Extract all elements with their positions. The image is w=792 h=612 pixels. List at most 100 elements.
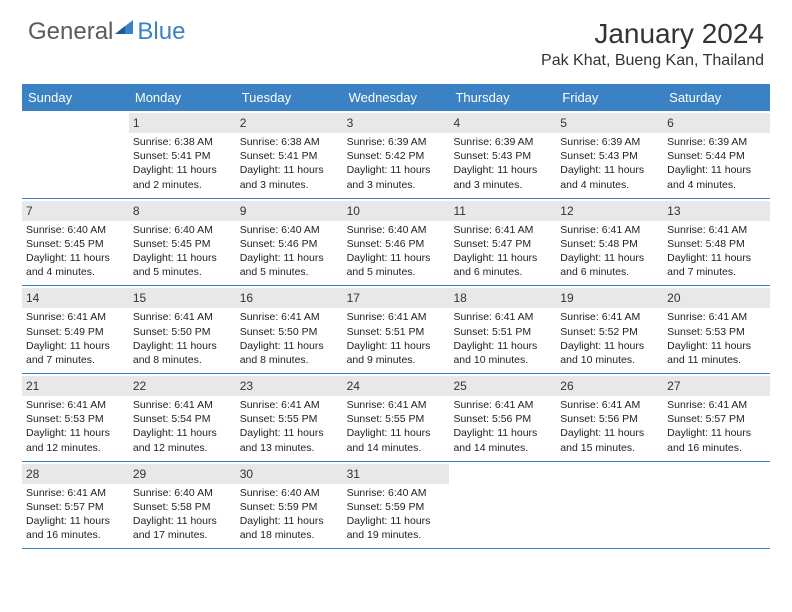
sunrise-text: Sunrise: 6:39 AM: [453, 135, 552, 149]
daylight-text: Daylight: 11 hours and 14 minutes.: [347, 426, 446, 454]
sunset-text: Sunset: 5:43 PM: [453, 149, 552, 163]
day-details: Sunrise: 6:41 AMSunset: 5:51 PMDaylight:…: [347, 310, 446, 367]
daylight-text: Daylight: 11 hours and 2 minutes.: [133, 163, 232, 191]
daylight-text: Daylight: 11 hours and 12 minutes.: [133, 426, 232, 454]
sunset-text: Sunset: 5:56 PM: [453, 412, 552, 426]
day-number: 20: [667, 291, 680, 305]
day-number: 18: [453, 291, 466, 305]
sunset-text: Sunset: 5:55 PM: [240, 412, 339, 426]
day-cell: 27Sunrise: 6:41 AMSunset: 5:57 PMDayligh…: [663, 374, 770, 461]
daylight-text: Daylight: 11 hours and 3 minutes.: [347, 163, 446, 191]
day-header-wed: Wednesday: [343, 84, 450, 111]
daylight-text: Daylight: 11 hours and 13 minutes.: [240, 426, 339, 454]
day-number: 16: [240, 291, 253, 305]
sunset-text: Sunset: 5:56 PM: [560, 412, 659, 426]
day-header-sun: Sunday: [22, 84, 129, 111]
daylight-text: Daylight: 11 hours and 10 minutes.: [453, 339, 552, 367]
sunrise-text: Sunrise: 6:41 AM: [133, 310, 232, 324]
day-cell: 30Sunrise: 6:40 AMSunset: 5:59 PMDayligh…: [236, 462, 343, 549]
day-cell: 8 Sunrise: 6:40 AMSunset: 5:45 PMDaylight…: [129, 199, 236, 286]
day-details: Sunrise: 6:40 AMSunset: 5:59 PMDaylight:…: [240, 486, 339, 543]
daylight-text: Daylight: 11 hours and 5 minutes.: [240, 251, 339, 279]
day-details: Sunrise: 6:41 AMSunset: 5:54 PMDaylight:…: [133, 398, 232, 455]
sunset-text: Sunset: 5:57 PM: [667, 412, 766, 426]
week-row: 14Sunrise: 6:41 AMSunset: 5:49 PMDayligh…: [22, 286, 770, 374]
calendar: Sunday Monday Tuesday Wednesday Thursday…: [22, 84, 770, 549]
day-details: Sunrise: 6:41 AMSunset: 5:47 PMDaylight:…: [453, 223, 552, 280]
sunrise-text: Sunrise: 6:41 AM: [26, 310, 125, 324]
day-number: 26: [560, 379, 573, 393]
sunrise-text: Sunrise: 6:40 AM: [133, 223, 232, 237]
sunrise-text: Sunrise: 6:41 AM: [453, 398, 552, 412]
daylight-text: Daylight: 11 hours and 9 minutes.: [347, 339, 446, 367]
daylight-text: Daylight: 11 hours and 3 minutes.: [453, 163, 552, 191]
logo: General Blue: [28, 18, 185, 46]
day-cell: 6Sunrise: 6:39 AMSunset: 5:44 PMDaylight…: [663, 111, 770, 198]
sunrise-text: Sunrise: 6:40 AM: [240, 486, 339, 500]
weeks-container: 1Sunrise: 6:38 AMSunset: 5:41 PMDaylight…: [22, 111, 770, 549]
sunset-text: Sunset: 5:49 PM: [26, 325, 125, 339]
day-number: 24: [347, 379, 360, 393]
sunrise-text: Sunrise: 6:39 AM: [347, 135, 446, 149]
day-number: 19: [560, 291, 573, 305]
day-number: 14: [26, 291, 39, 305]
day-number: 2: [240, 116, 247, 130]
day-number: 12: [560, 204, 573, 218]
day-cell: [663, 462, 770, 549]
sunset-text: Sunset: 5:45 PM: [133, 237, 232, 251]
sunrise-text: Sunrise: 6:41 AM: [347, 398, 446, 412]
logo-sail-icon: [113, 18, 135, 36]
day-number: 4: [453, 116, 460, 130]
sunset-text: Sunset: 5:50 PM: [240, 325, 339, 339]
day-cell: 3Sunrise: 6:39 AMSunset: 5:42 PMDaylight…: [343, 111, 450, 198]
day-details: Sunrise: 6:41 AMSunset: 5:53 PMDaylight:…: [667, 310, 766, 367]
day-cell: 17Sunrise: 6:41 AMSunset: 5:51 PMDayligh…: [343, 286, 450, 373]
day-cell: 24 Sunrise: 6:41 AMSunset: 5:55 PMDayligh…: [343, 374, 450, 461]
day-cell: 9Sunrise: 6:40 AMSunset: 5:46 PMDaylight…: [236, 199, 343, 286]
day-details: Sunrise: 6:40 AMSunset: 5:46 PMDaylight:…: [347, 223, 446, 280]
sunrise-text: Sunrise: 6:41 AM: [667, 223, 766, 237]
day-details: Sunrise: 6:39 AMSunset: 5:44 PMDaylight:…: [667, 135, 766, 192]
sunset-text: Sunset: 5:54 PM: [133, 412, 232, 426]
day-details: Sunrise: 6:39 AMSunset: 5:42 PMDaylight:…: [347, 135, 446, 192]
sunrise-text: Sunrise: 6:41 AM: [347, 310, 446, 324]
day-cell: 11Sunrise: 6:41 AMSunset: 5:47 PMDayligh…: [449, 199, 556, 286]
day-header-mon: Monday: [129, 84, 236, 111]
daylight-text: Daylight: 11 hours and 4 minutes.: [26, 251, 125, 279]
day-number: 8: [133, 204, 140, 218]
sunset-text: Sunset: 5:47 PM: [453, 237, 552, 251]
day-number: 23: [240, 379, 253, 393]
sunset-text: Sunset: 5:55 PM: [347, 412, 446, 426]
sunset-text: Sunset: 5:44 PM: [667, 149, 766, 163]
sunset-text: Sunset: 5:53 PM: [667, 325, 766, 339]
sunrise-text: Sunrise: 6:38 AM: [133, 135, 232, 149]
day-number: 29: [133, 467, 146, 481]
week-row: 7Sunrise: 6:40 AMSunset: 5:45 PMDaylight…: [22, 199, 770, 287]
day-number: 22: [133, 379, 146, 393]
sunrise-text: Sunrise: 6:41 AM: [560, 398, 659, 412]
daylight-text: Daylight: 11 hours and 5 minutes.: [133, 251, 232, 279]
sunrise-text: Sunrise: 6:41 AM: [240, 310, 339, 324]
sunset-text: Sunset: 5:41 PM: [133, 149, 232, 163]
daylight-text: Daylight: 11 hours and 16 minutes.: [26, 514, 125, 542]
sunset-text: Sunset: 5:51 PM: [347, 325, 446, 339]
day-details: Sunrise: 6:41 AMSunset: 5:57 PMDaylight:…: [667, 398, 766, 455]
day-header-fri: Friday: [556, 84, 663, 111]
day-cell: 23Sunrise: 6:41 AMSunset: 5:55 PMDayligh…: [236, 374, 343, 461]
day-details: Sunrise: 6:41 AMSunset: 5:53 PMDaylight:…: [26, 398, 125, 455]
daylight-text: Daylight: 11 hours and 17 minutes.: [133, 514, 232, 542]
day-header-sat: Saturday: [663, 84, 770, 111]
day-number: 1: [133, 116, 140, 130]
day-cell: [449, 462, 556, 549]
sunset-text: Sunset: 5:57 PM: [26, 500, 125, 514]
sunrise-text: Sunrise: 6:40 AM: [347, 486, 446, 500]
day-number: 13: [667, 204, 680, 218]
day-details: Sunrise: 6:39 AMSunset: 5:43 PMDaylight:…: [560, 135, 659, 192]
day-details: Sunrise: 6:41 AMSunset: 5:56 PMDaylight:…: [560, 398, 659, 455]
sunset-text: Sunset: 5:42 PM: [347, 149, 446, 163]
sunrise-text: Sunrise: 6:41 AM: [667, 310, 766, 324]
day-details: Sunrise: 6:40 AMSunset: 5:58 PMDaylight:…: [133, 486, 232, 543]
sunset-text: Sunset: 5:41 PM: [240, 149, 339, 163]
day-cell: [556, 462, 663, 549]
day-details: Sunrise: 6:38 AMSunset: 5:41 PMDaylight:…: [240, 135, 339, 192]
